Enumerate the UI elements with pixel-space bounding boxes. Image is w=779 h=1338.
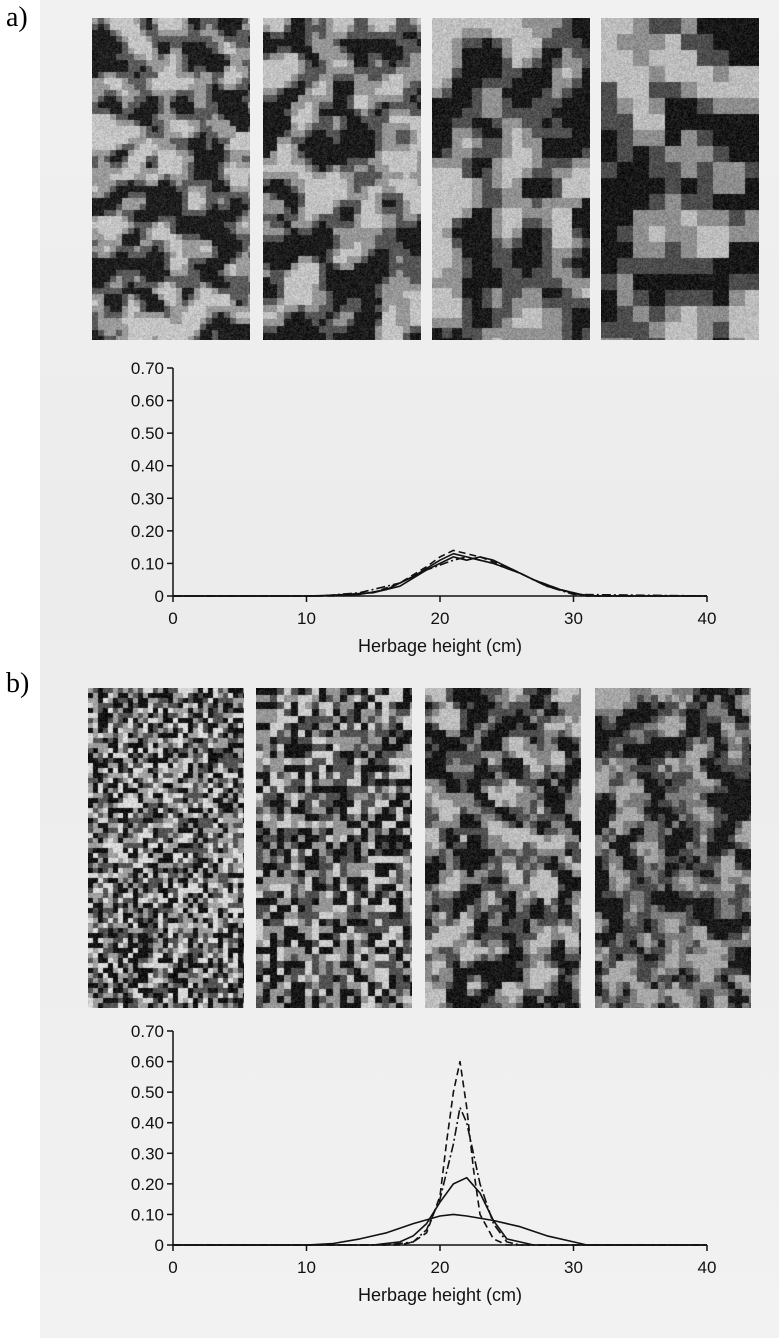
panel-b-tile-2: [256, 688, 412, 1008]
chart-b-x-tick-label: 10: [297, 1258, 316, 1277]
chart-a-series-3: [173, 549, 707, 597]
panel-b-tile-4: [595, 688, 751, 1008]
panel-a-map-3: [432, 18, 590, 340]
chart-b-y-tick-label: 0.40: [131, 1114, 164, 1133]
chart-a-x-tick-label: 30: [564, 609, 583, 628]
chart-a-series-4: [173, 556, 708, 597]
chart-b-x-axis-label: Herbage height (cm): [358, 1285, 522, 1305]
chart-a-y-tick-label: 0: [155, 587, 164, 606]
chart-b-series-1: [173, 1213, 707, 1246]
chart-a-y-tick-label: 0.50: [131, 424, 164, 443]
chart-a-y-tick-label: 0.20: [131, 522, 164, 541]
chart-b-x-tick-label: 30: [564, 1258, 583, 1277]
chart-b-y-tick-label: 0.50: [131, 1083, 164, 1102]
panel-a-tile-1: [92, 18, 250, 340]
panel-b-map-2: [256, 688, 412, 1008]
panel-b-map-4: [595, 688, 751, 1008]
panel-b-map-3: [425, 688, 581, 1008]
chart-a-x-tick-label: 0: [168, 609, 177, 628]
chart-a-series-2: [173, 556, 707, 597]
panel-a-tile-4: [601, 18, 759, 340]
chart-b-y-tick-label: 0: [155, 1236, 164, 1255]
chart-a-y-tick-label: 0.10: [131, 554, 164, 573]
chart-a-x-tick-label: 40: [698, 609, 717, 628]
panel-a-label: a): [6, 2, 28, 33]
chart-b-y-tick-label: 0.60: [131, 1053, 164, 1072]
chart-a-y-tick-label: 0.40: [131, 457, 164, 476]
chart-a-y-tick-label: 0.30: [131, 489, 164, 508]
chart-a-y-tick-label: 0.60: [131, 392, 164, 411]
chart-a-series-1: [173, 552, 707, 597]
chart-b-x-tick-label: 20: [431, 1258, 450, 1277]
chart-a-x-tick-label: 20: [431, 609, 450, 628]
panel-a-chart: 0 0.10 0.20 0.30 0.40 0.50 0.60 0.70 0 10 20 30 40 He…: [0, 350, 779, 670]
chart-b-y-tick-label: 0.70: [131, 1022, 164, 1041]
panel-a-chart-svg: 0 0.10 0.20 0.30 0.40 0.50 0.60 0.70 0 10 20 30 40 He…: [131, 359, 717, 656]
panel-b-tile-3: [425, 688, 581, 1008]
panel-a-map-2: [263, 18, 421, 340]
chart-b-x-tick-label: 0: [168, 1258, 177, 1277]
panel-a-map-4: [601, 18, 759, 340]
panel-b-chart: 0 0.10 0.20 0.30 0.40 0.50 0.60 0.70 0 10 20 30 40 He…: [0, 1013, 779, 1338]
panel-b-map-1: [88, 688, 244, 1008]
panel-a-tile-3: [432, 18, 590, 340]
chart-a-x-tick-label: 10: [297, 609, 316, 628]
chart-b-x-tick-label: 40: [698, 1258, 717, 1277]
chart-b-series-4: [173, 1106, 707, 1246]
chart-b-series-3: [173, 1060, 707, 1246]
panel-b-label: b): [6, 668, 30, 699]
panel-b-chart-svg: 0 0.10 0.20 0.30 0.40 0.50 0.60 0.70 0 10 20 30 40 He…: [131, 1022, 717, 1305]
chart-a-x-axis-label: Herbage height (cm): [358, 636, 522, 656]
chart-b-y-tick-label: 0.30: [131, 1144, 164, 1163]
panel-a-map-1: [92, 18, 250, 340]
chart-a-y-tick-label: 0.70: [131, 359, 164, 378]
chart-b-y-tick-label: 0.20: [131, 1175, 164, 1194]
chart-b-series-2: [173, 1176, 707, 1246]
panel-a-tile-2: [263, 18, 421, 340]
chart-b-y-tick-label: 0.10: [131, 1205, 164, 1224]
panel-b-tile-1: [88, 688, 244, 1008]
